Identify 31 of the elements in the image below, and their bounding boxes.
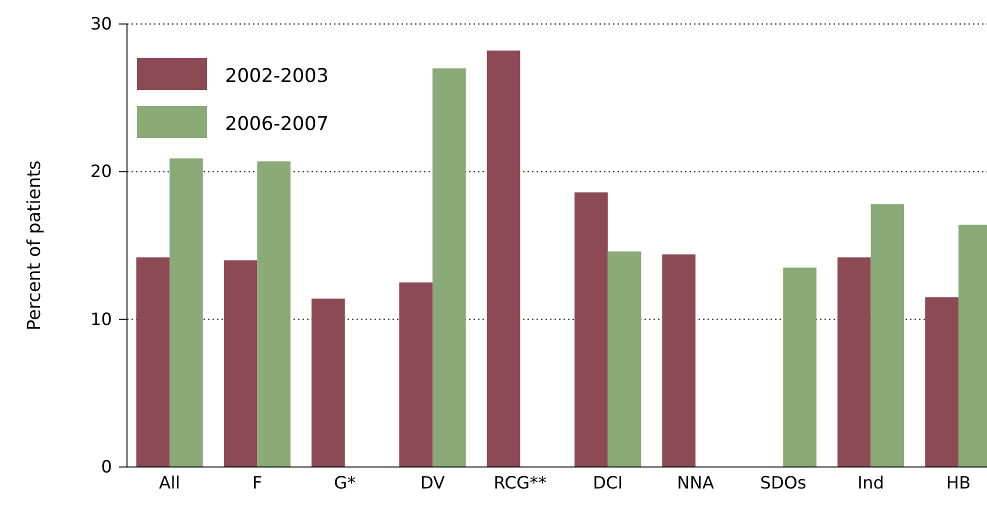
bar [399, 282, 433, 467]
bar [312, 298, 345, 467]
x-tick-label: Ind [857, 474, 884, 494]
y-tick-label: 10 [90, 310, 112, 330]
bar [432, 68, 466, 467]
x-tick-label: HB [946, 474, 971, 494]
y-tick-label: 20 [90, 162, 112, 182]
x-tick-label: NNA [676, 474, 714, 494]
bar [224, 260, 258, 467]
bar [574, 192, 608, 467]
x-tick-label: All [159, 474, 180, 494]
y-tick-label: 30 [90, 14, 112, 34]
x-tick-label: G* [334, 474, 356, 494]
bar [783, 268, 816, 467]
bar [257, 161, 291, 467]
x-tick-label: F [252, 474, 262, 494]
bar [662, 254, 696, 467]
bar [170, 158, 203, 467]
bar [136, 257, 170, 467]
y-axis-title: Percent of patients [24, 160, 45, 330]
x-tick-label: DV [420, 474, 446, 494]
legend-label: 2006-2007 [225, 113, 329, 135]
x-tick-label: DCI [592, 474, 623, 494]
bar [486, 50, 520, 467]
bar [608, 251, 642, 467]
x-tick-label: RCG** [494, 474, 547, 494]
bar [870, 204, 904, 467]
legend-label: 2002-2003 [225, 65, 329, 87]
bar [837, 257, 871, 467]
y-tick-label: 0 [101, 457, 112, 478]
x-tick-label: SDOs [760, 474, 806, 494]
